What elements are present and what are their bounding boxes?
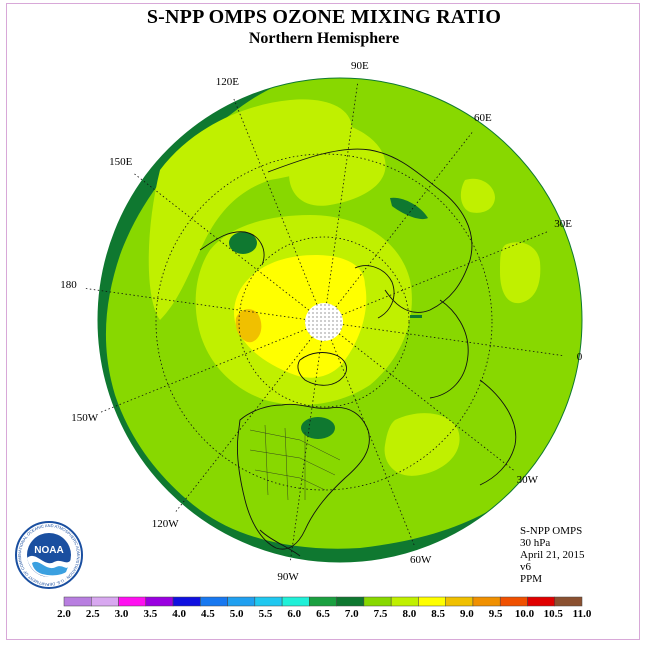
meridian-line bbox=[341, 230, 549, 316]
longitude-label: 120W bbox=[151, 518, 179, 531]
longitude-label: 150E bbox=[109, 156, 133, 169]
pole-missing-data bbox=[305, 303, 343, 341]
info-date: April 21, 2015 bbox=[520, 549, 585, 561]
band-8.0-8.5-e bbox=[500, 242, 541, 304]
colorbar-swatch bbox=[527, 596, 555, 607]
meridian-line bbox=[330, 339, 416, 547]
meridian-line bbox=[335, 131, 474, 308]
meridian-line bbox=[133, 172, 310, 311]
colorbar-swatch bbox=[309, 596, 337, 607]
map-edge bbox=[97, 77, 583, 563]
longitude-label: 90W bbox=[277, 570, 299, 583]
colorbar-swatch bbox=[499, 596, 528, 607]
lat-60-circle bbox=[238, 236, 410, 408]
meridian-line bbox=[174, 336, 313, 513]
band-8.0-8.5-f bbox=[460, 178, 495, 213]
longitude-label: 120E bbox=[215, 75, 239, 88]
meridian-line bbox=[326, 82, 359, 304]
coastlines bbox=[199, 148, 517, 557]
colorbar-swatch bbox=[336, 596, 365, 607]
lat-30-circle bbox=[155, 153, 493, 491]
colorbar-tick-label: 4.0 bbox=[172, 608, 186, 620]
colorbar-swatch bbox=[227, 596, 256, 607]
colorbar-swatch bbox=[118, 596, 147, 607]
pocket-small bbox=[410, 315, 422, 318]
pocket-siberia bbox=[229, 232, 257, 254]
colorbar-tick-label: 10.5 bbox=[544, 608, 564, 620]
meridian-line bbox=[338, 333, 515, 472]
noaa-logo: NOAA NATIONAL OCEANIC AND ATMOSPHERIC AD… bbox=[14, 520, 83, 589]
meridian-line bbox=[289, 340, 322, 562]
meridian-line bbox=[342, 324, 564, 357]
longitude-label: 0 bbox=[576, 350, 583, 363]
colorbar-tick-label: 5.5 bbox=[259, 608, 273, 620]
band-8.0-8.5-c bbox=[289, 119, 386, 206]
logo-text: NOAA bbox=[34, 545, 63, 556]
band-9.0-9.5 bbox=[235, 309, 262, 343]
colorbar-tick-label: 2.0 bbox=[57, 608, 71, 620]
info-version: v6 bbox=[520, 561, 531, 573]
meridian-line bbox=[84, 287, 306, 320]
colorbar-swatch bbox=[445, 596, 474, 607]
colorbar-tick-label: 6.0 bbox=[287, 608, 301, 620]
colorbar-tick-label: 5.0 bbox=[230, 608, 244, 620]
colorbar-tick-label: 8.5 bbox=[431, 608, 445, 620]
colorbar-swatch bbox=[254, 596, 283, 607]
page-subtitle: Northern Hemisphere bbox=[248, 30, 400, 47]
colorbar-tick-label: 6.5 bbox=[316, 608, 330, 620]
longitude-label: 180 bbox=[60, 279, 77, 292]
colorbar-swatch bbox=[390, 596, 419, 607]
colorbar-tick-label: 3.0 bbox=[115, 608, 129, 620]
colorbar-tick-label: 3.5 bbox=[143, 608, 157, 620]
info-instrument: S-NPP OMPS bbox=[520, 525, 583, 537]
colorbar-tick-label: 9.5 bbox=[489, 608, 503, 620]
colorbar-swatch bbox=[91, 596, 119, 607]
meridian-line bbox=[232, 97, 318, 305]
longitude-label: 30E bbox=[554, 218, 573, 231]
colorbar-swatch bbox=[200, 596, 228, 607]
colorbar-tick-label: 11.0 bbox=[573, 608, 592, 620]
meridian-line bbox=[99, 328, 307, 414]
colorbar-swatch bbox=[418, 596, 446, 607]
colorbar-swatch bbox=[472, 596, 501, 607]
longitude-label: 60E bbox=[474, 111, 492, 124]
colorbar-swatch bbox=[63, 596, 92, 607]
graticule bbox=[84, 82, 564, 562]
colorbar-tick-label: 8.0 bbox=[402, 608, 416, 620]
colorbar-tick-label: 7.5 bbox=[374, 608, 388, 620]
info-level: 30 hPa bbox=[520, 537, 551, 549]
colorbar-tick-label: 10.0 bbox=[515, 608, 535, 620]
colorbar-tick-label: 4.5 bbox=[201, 608, 215, 620]
colorbar-swatch bbox=[281, 596, 310, 607]
figure-frame bbox=[6, 3, 640, 640]
colorbar-tick-label: 7.0 bbox=[345, 608, 359, 620]
page-title: S-NPP OMPS OZONE MIXING RATIO bbox=[146, 6, 502, 28]
pocket-hudson bbox=[301, 417, 335, 439]
colorbar-tick-label: 2.5 bbox=[86, 608, 100, 620]
colorbar-swatch bbox=[172, 596, 201, 607]
colorbar-tick-label: 9.0 bbox=[460, 608, 474, 620]
longitude-label: 90E bbox=[351, 59, 369, 72]
colorbar-swatch bbox=[554, 596, 583, 607]
pocket-europe bbox=[390, 197, 428, 220]
info-units: PPM bbox=[520, 573, 543, 585]
state-lines bbox=[249, 424, 341, 501]
info-block: S-NPP OMPS 30 hPa April 21, 2015 v6 PPM bbox=[520, 525, 584, 585]
band-8.5-9.0 bbox=[234, 255, 367, 378]
longitude-label: 30W bbox=[516, 473, 538, 486]
colorbar-swatch bbox=[145, 596, 174, 607]
longitude-label: 60W bbox=[410, 554, 432, 567]
band-8.0-8.5-d bbox=[384, 413, 460, 476]
longitude-label: 150W bbox=[71, 411, 99, 424]
colorbar-swatch bbox=[363, 596, 392, 607]
